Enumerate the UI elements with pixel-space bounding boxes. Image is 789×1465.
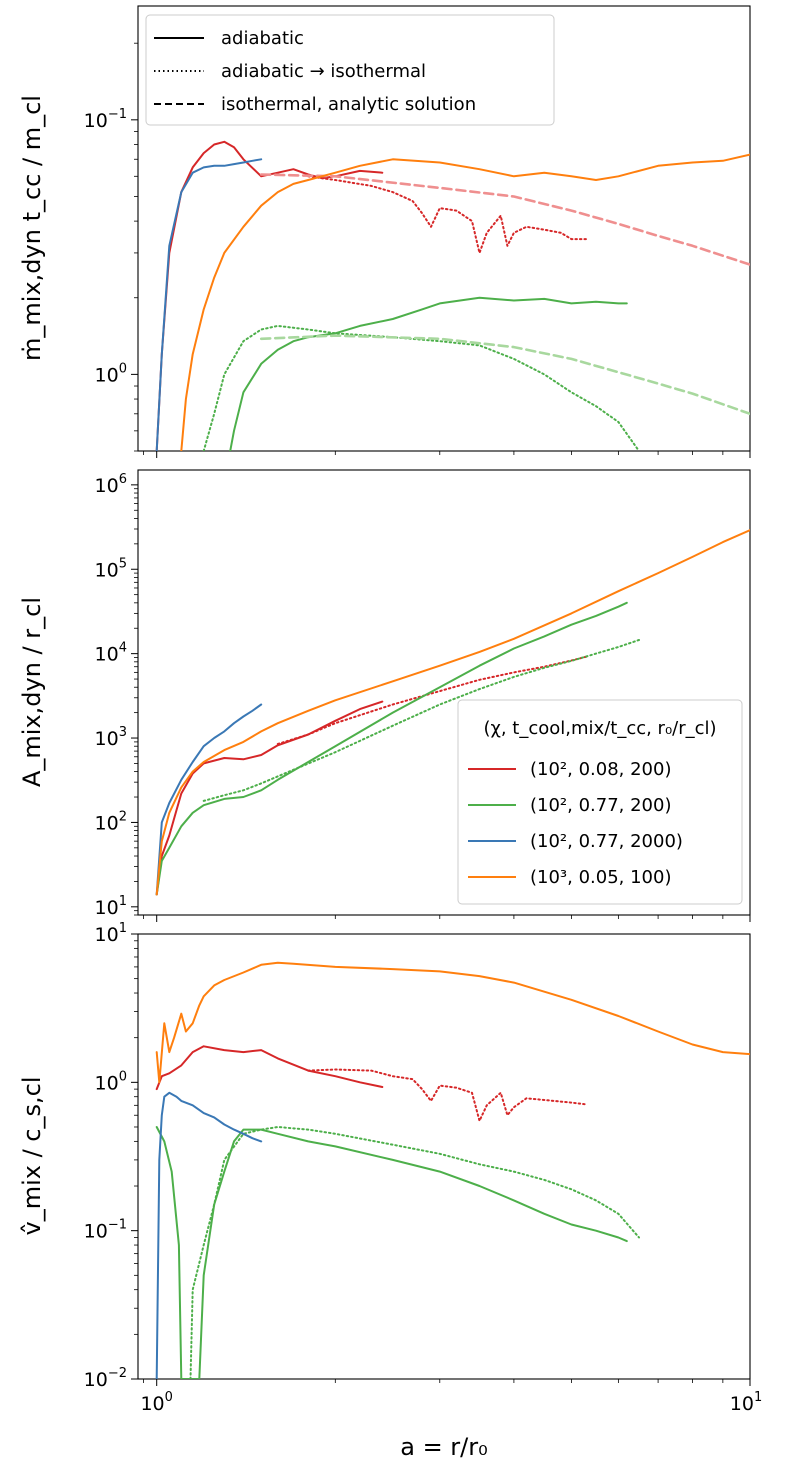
panel-frame bbox=[137, 5, 751, 452]
legend-entry-red: (10², 0.08, 200) bbox=[530, 759, 672, 780]
x-tick-label: 101 bbox=[730, 1390, 762, 1415]
legend-entry-adiabatic: adiabatic bbox=[221, 28, 304, 49]
legend-line-styles: adiabatic adiabatic → isothermal isother… bbox=[145, 14, 555, 126]
y-axis-label: ṁ_mix,dyn t_cc / m_cl bbox=[18, 95, 46, 361]
y-tick-label: 101 bbox=[95, 921, 127, 946]
series-line bbox=[307, 175, 588, 254]
panel-mass-mixing-rate: 100 10−1 ṁ_mix,dyn t_cc / m_cl adiabatic … bbox=[18, 5, 751, 458]
panel-mixing-velocity: 10−2 10−1 100 101 100 101 v̂_mix / c_s,cl bbox=[18, 921, 762, 1415]
x-axis-label: a = r/r₀ bbox=[400, 1433, 488, 1461]
y-tick-label: 100 bbox=[95, 1069, 127, 1094]
y-axis-label: v̂_mix / c_s,cl bbox=[18, 1077, 46, 1236]
x-tick-label: 100 bbox=[140, 1390, 172, 1415]
legend-title: (χ, t_cool,mix/t_cc, r₀/r_cl) bbox=[483, 718, 716, 739]
legend-entry-isothermal-analytic: isothermal, analytic solution bbox=[221, 94, 476, 115]
y-tick-label: 101 bbox=[95, 894, 127, 919]
series-line bbox=[180, 153, 750, 451]
series-line bbox=[155, 700, 384, 896]
legend-entry-blue: (10², 0.77, 2000) bbox=[530, 831, 683, 852]
y-tick-label: 100 bbox=[95, 361, 127, 386]
legend-simulations: (χ, t_cool,mix/t_cc, r₀/r_cl) (10², 0.08… bbox=[457, 699, 743, 905]
series-line bbox=[155, 1126, 628, 1379]
y-tick-label: 103 bbox=[95, 725, 127, 750]
series-line bbox=[155, 601, 628, 896]
series-line bbox=[229, 296, 628, 451]
y-tick-label: 102 bbox=[95, 809, 127, 834]
y-tick-label: 10−2 bbox=[84, 1366, 127, 1391]
y-tick-label: 105 bbox=[95, 556, 127, 581]
series-line bbox=[155, 158, 263, 451]
series-line bbox=[155, 529, 750, 896]
y-tick-label: 104 bbox=[95, 641, 127, 666]
legend-entry-adiabatic-to-isothermal: adiabatic → isothermal bbox=[221, 61, 426, 82]
legend-frame bbox=[145, 14, 555, 126]
series-line bbox=[155, 1045, 384, 1091]
series-line bbox=[202, 324, 640, 451]
series-line bbox=[276, 655, 588, 745]
series-line bbox=[155, 140, 384, 451]
y-tick-label: 10−1 bbox=[84, 1218, 127, 1243]
series-line bbox=[184, 1126, 640, 1379]
y-axis-label: A_mix,dyn / r_cl bbox=[18, 597, 46, 787]
legend-entry-orange: (10³, 0.05, 100) bbox=[530, 867, 672, 888]
y-tick-label: 106 bbox=[95, 472, 127, 497]
series-line bbox=[155, 703, 263, 896]
panel-mixing-area: 101 102 103 104 105 106 A_mix,dyn / r_cl (χ, … bbox=[18, 469, 751, 922]
series-line bbox=[259, 334, 750, 416]
panel-frame bbox=[137, 469, 751, 916]
y-tick-label: 10−1 bbox=[84, 107, 127, 132]
legend-frame bbox=[457, 699, 743, 905]
series-line bbox=[202, 639, 640, 802]
series-line bbox=[155, 961, 750, 1084]
series-line bbox=[155, 1091, 263, 1379]
series-line bbox=[307, 1068, 588, 1122]
panel-frame bbox=[137, 933, 751, 1380]
series-line bbox=[259, 173, 750, 266]
legend-entry-green: (10², 0.77, 200) bbox=[530, 795, 672, 816]
